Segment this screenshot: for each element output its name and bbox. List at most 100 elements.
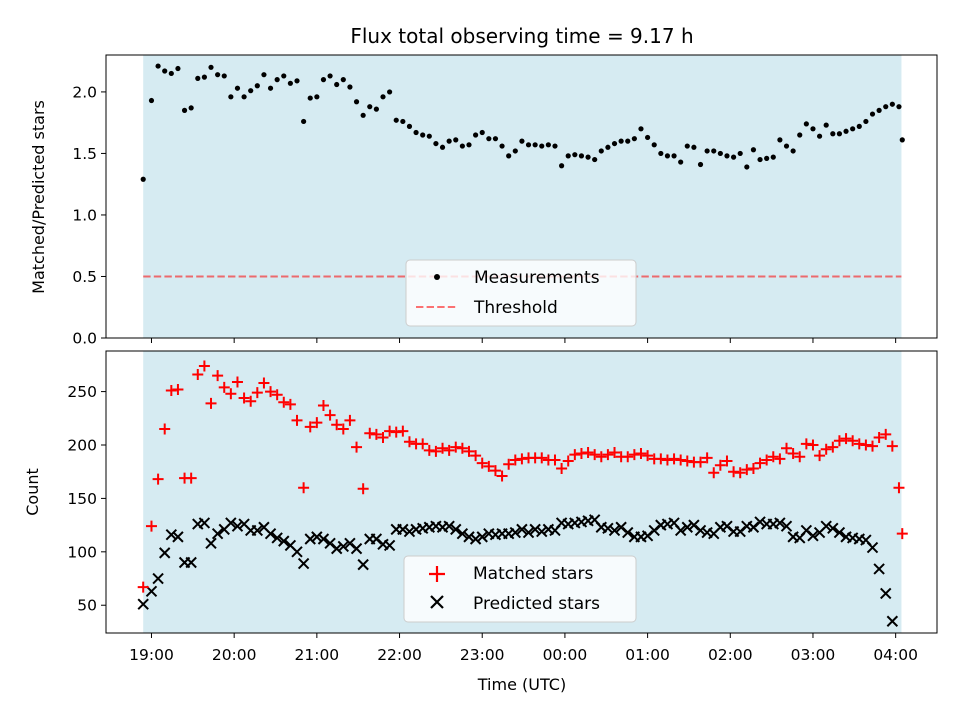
- matched-star-marker: [807, 439, 819, 451]
- matched-star-marker: [556, 463, 568, 474]
- measurement-point: [248, 88, 254, 94]
- measurement-point: [486, 136, 492, 142]
- predicted-star-marker: [469, 533, 482, 545]
- measurement-point: [320, 77, 327, 83]
- matched-star-marker: [192, 369, 204, 380]
- matched-star-marker: [384, 425, 396, 437]
- x-tick-label: 22:00: [377, 646, 422, 664]
- predicted-star-marker: [350, 542, 363, 555]
- matched-star-marker: [304, 421, 316, 433]
- measurement-point: [519, 138, 525, 144]
- predicted-star-marker: [231, 520, 244, 532]
- bottom-axes-frame: [105, 350, 938, 634]
- measurement-point: [883, 104, 889, 110]
- measurement-point: [843, 128, 849, 134]
- measurement-point: [816, 133, 823, 139]
- matched-star-marker: [291, 414, 303, 426]
- measurement-point: [876, 107, 882, 113]
- measurement-point: [420, 132, 426, 138]
- predicted-star-marker: [807, 530, 819, 542]
- matched-star-marker: [443, 444, 455, 456]
- predicted-star-marker: [264, 527, 277, 540]
- matched-star-marker: [840, 433, 852, 445]
- measurement-point: [380, 94, 386, 100]
- predicted-star-marker: [317, 533, 330, 545]
- predicted-star-marker: [225, 517, 237, 529]
- matched-star-marker: [212, 370, 224, 382]
- measurement-point: [803, 121, 809, 127]
- predicted-star-marker: [211, 527, 224, 540]
- matched-star-marker: [860, 439, 872, 451]
- bottom-y-axis-label: Count: [23, 468, 42, 516]
- measurement-point: [201, 74, 207, 80]
- matched-star-marker: [827, 441, 839, 453]
- top-axes-frame: [105, 54, 938, 339]
- matched-star-marker: [800, 438, 812, 450]
- predicted-star-marker: [820, 520, 832, 532]
- measurement-point: [559, 163, 565, 169]
- x-tick-label: 01:00: [625, 646, 670, 664]
- measurement-point: [327, 73, 333, 79]
- legend-matched-label: Matched stars: [473, 564, 593, 584]
- matched-star-marker: [456, 442, 468, 454]
- measurement-point: [162, 68, 168, 74]
- matched-star-marker: [483, 460, 495, 472]
- measurement-point: [797, 132, 803, 138]
- matched-star-marker: [351, 441, 363, 453]
- measurement-point: [281, 73, 287, 79]
- matched-star-marker: [476, 457, 488, 469]
- measurement-point: [777, 137, 783, 143]
- predicted-star-marker: [297, 557, 310, 570]
- predicted-star-marker: [311, 531, 323, 543]
- x-axis-label: Time (UTC): [477, 675, 566, 694]
- predicted-star-marker: [185, 556, 197, 569]
- measurement-point: [711, 148, 717, 154]
- measurement-point: [367, 104, 373, 110]
- matched-star-marker: [714, 459, 726, 471]
- matched-star-marker: [470, 450, 482, 462]
- measurement-point: [506, 153, 512, 159]
- matched-star-marker: [774, 453, 786, 465]
- top-y-axis-label: Matched/Predicted stars: [29, 100, 48, 294]
- measurement-point: [254, 83, 260, 89]
- measurement-point: [790, 148, 796, 154]
- matched-star-marker: [509, 454, 521, 466]
- matched-star-marker: [820, 443, 832, 455]
- matched-star-marker: [172, 383, 184, 395]
- matched-star-marker: [284, 398, 296, 410]
- measurement-point: [899, 137, 905, 143]
- matched-star-marker: [370, 428, 382, 440]
- predicted-star-marker: [165, 529, 178, 541]
- legend-matched-marker: [429, 566, 445, 582]
- matched-star-marker: [589, 449, 601, 461]
- predicted-star-marker: [158, 547, 171, 559]
- predicted-star-marker: [291, 546, 303, 558]
- legend-measurements-label: Measurements: [474, 268, 600, 288]
- matched-star-marker: [271, 389, 283, 401]
- predicted-star-marker: [397, 523, 409, 536]
- matched-star-marker: [159, 423, 171, 435]
- bottom-y-tick-label: 250: [67, 383, 97, 401]
- measurement-point: [525, 142, 532, 148]
- matched-star-marker: [238, 392, 250, 404]
- matched-star-marker: [767, 451, 779, 463]
- matched-star-marker: [198, 360, 210, 372]
- matched-star-marker: [695, 456, 707, 468]
- measurement-point: [631, 136, 637, 142]
- bottom-x-ticks: 19:00 20:00 21:00 22:00 23:00 00:00 01:00 02:00…: [129, 633, 918, 664]
- measurement-point: [228, 94, 234, 100]
- matched-star-marker: [628, 449, 640, 461]
- matched-star-marker: [489, 465, 501, 477]
- predicted-star-marker: [880, 587, 892, 600]
- bottom-y-tick-label: 50: [77, 597, 97, 615]
- top-legend-box: [405, 259, 637, 327]
- matched-star-marker: [575, 448, 587, 460]
- matched-star-marker: [430, 445, 442, 457]
- measurement-point: [625, 138, 631, 144]
- legend-predicted-label: Predicted stars: [473, 594, 600, 614]
- matched-star-marker: [258, 377, 270, 389]
- predicted-star-marker: [509, 526, 522, 539]
- measurement-point: [400, 118, 406, 125]
- measurement-point: [155, 63, 161, 69]
